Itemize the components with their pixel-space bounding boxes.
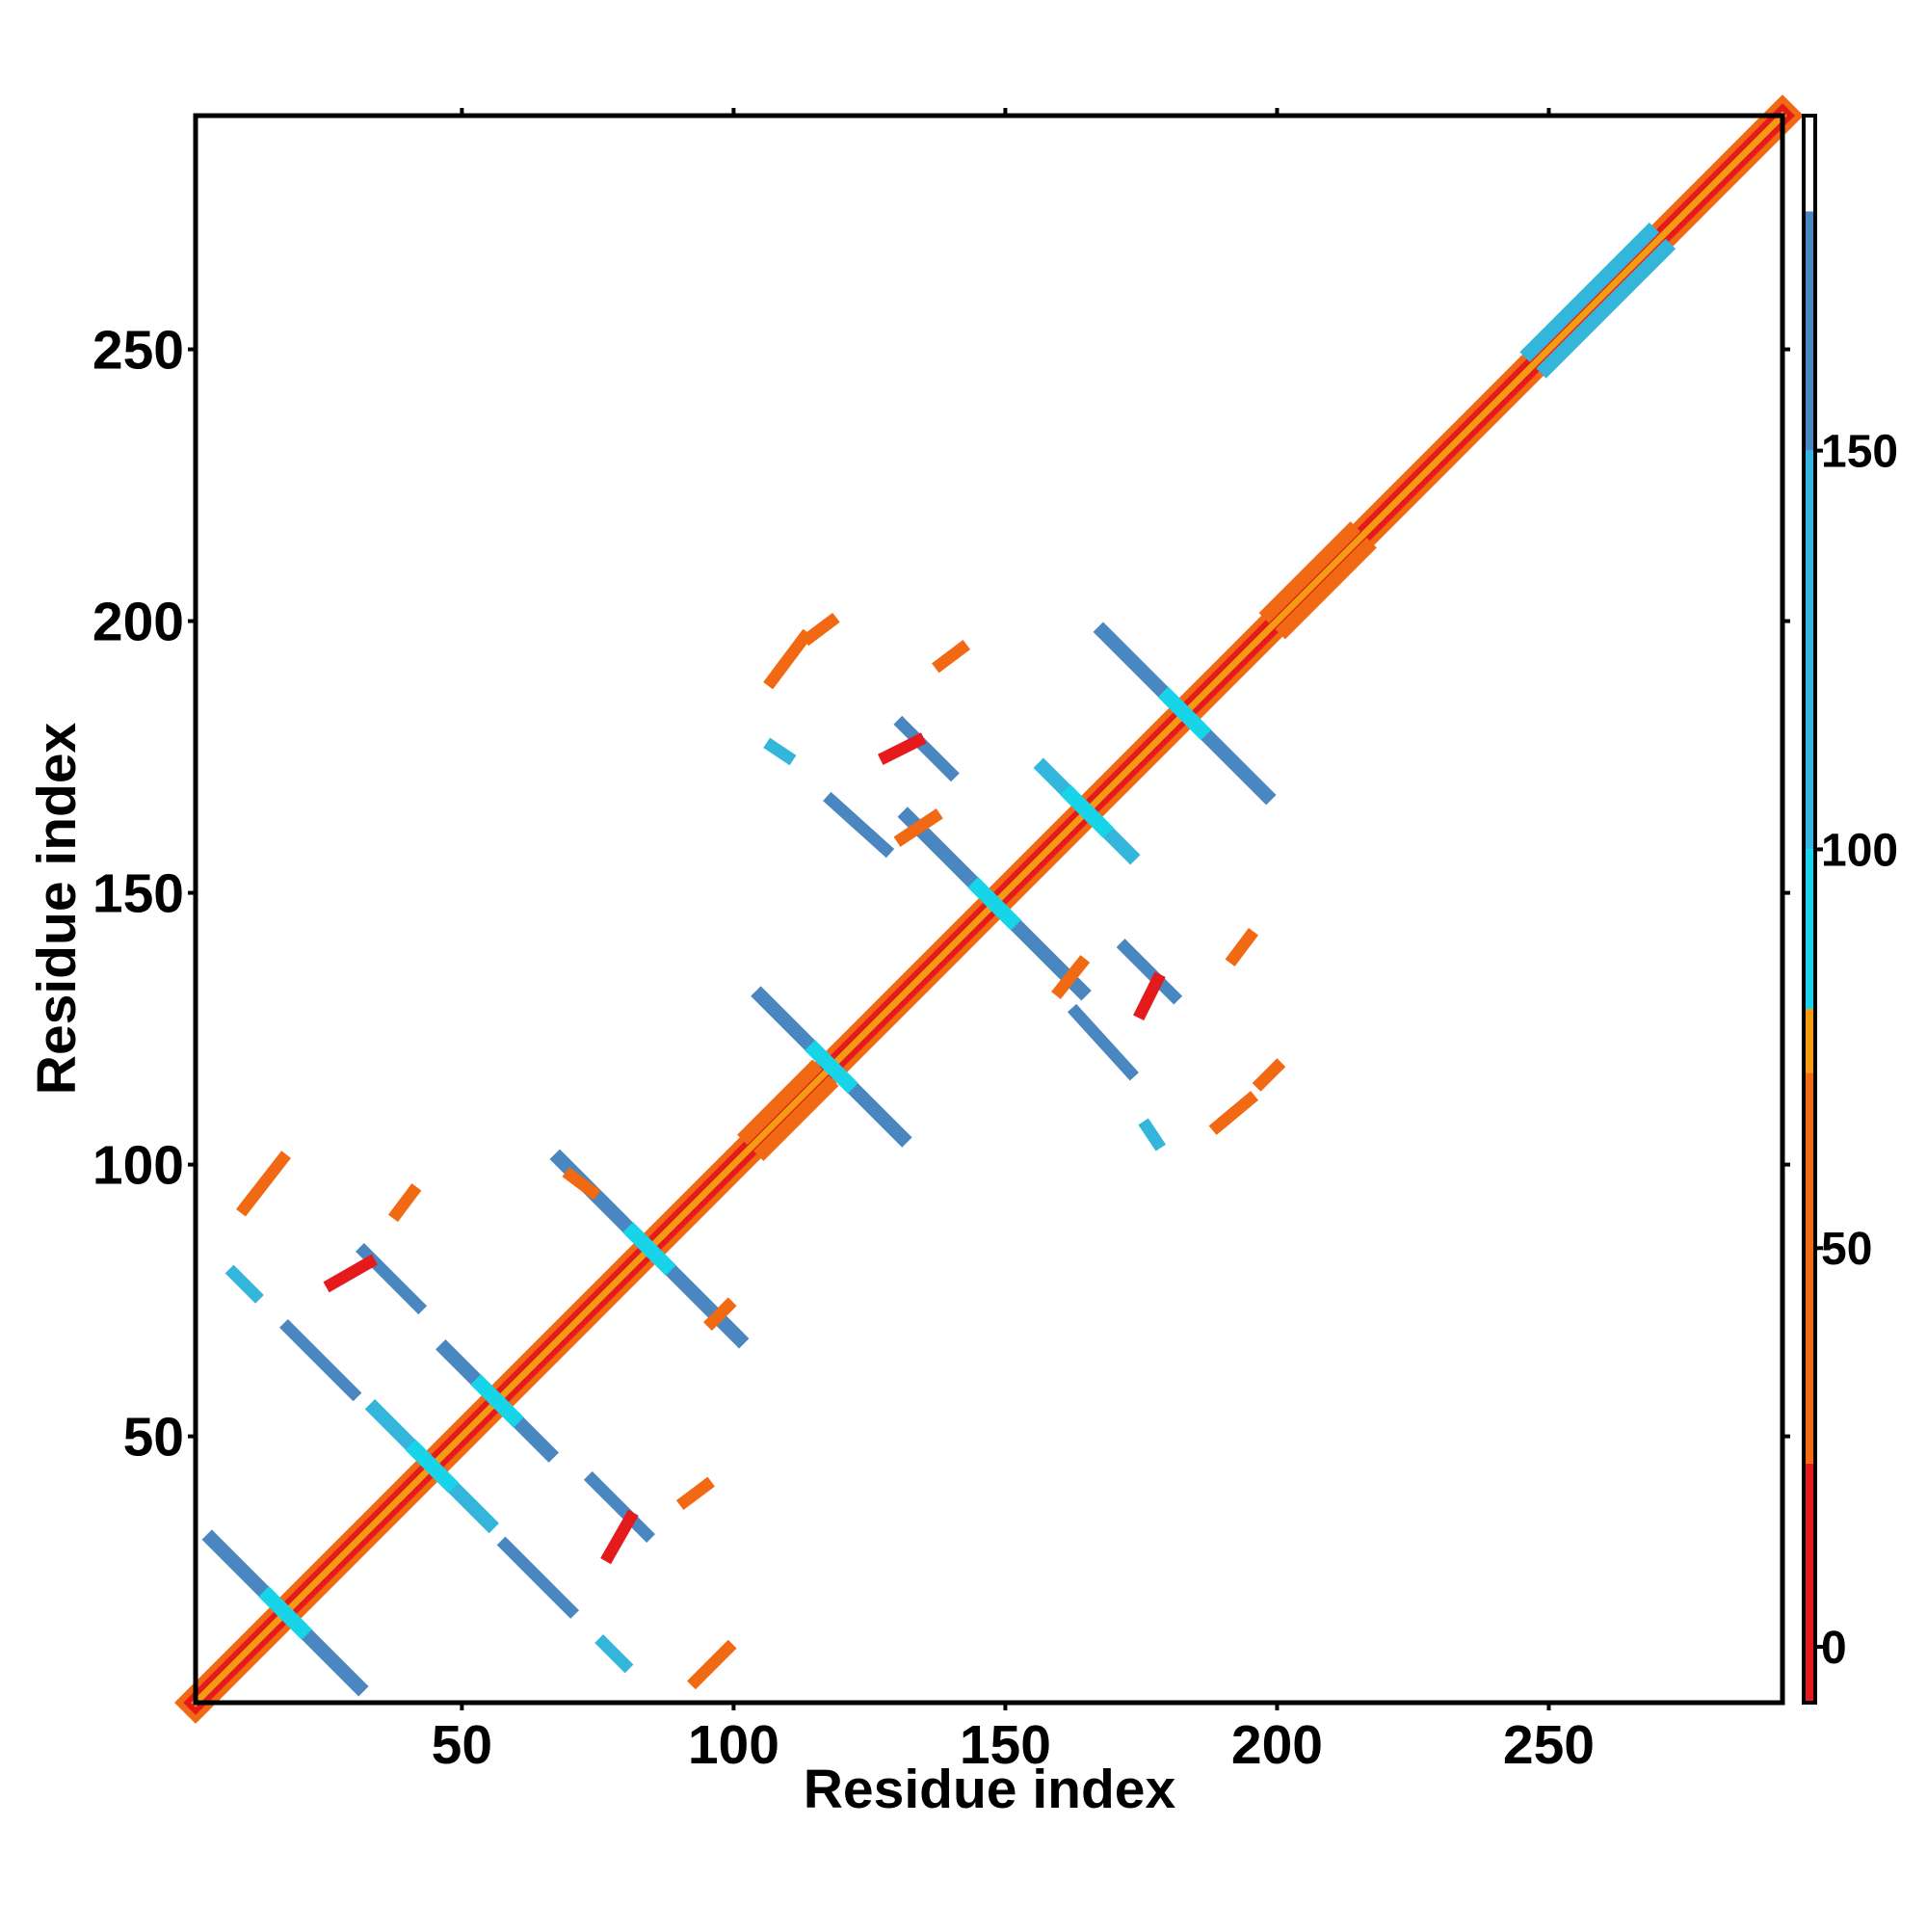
y-axis-ticks: 50 100 150 200 250 [92, 320, 1790, 1469]
contact-feature [703, 1297, 737, 1331]
colorbar-tick-label: 50 [1821, 1224, 1872, 1275]
contact-feature [1225, 927, 1258, 966]
contact-feature [1252, 1058, 1286, 1092]
plot-border [193, 113, 1785, 1706]
contact-feature [801, 612, 840, 647]
x-tick-label: 250 [1503, 1714, 1595, 1776]
contact-feature [877, 732, 927, 765]
contact-feature [932, 640, 971, 674]
contact-feature-core [405, 1439, 460, 1494]
contact-feature [687, 1639, 737, 1690]
contact-feature [893, 715, 960, 782]
y-tick-label: 150 [92, 863, 184, 925]
heatmap-cells [174, 94, 1804, 1724]
colorbar-tick-label: 0 [1821, 1623, 1847, 1674]
contact-feature [594, 1634, 634, 1674]
y-axis-label: Residue index [26, 722, 88, 1095]
y-tick-label: 50 [123, 1407, 184, 1469]
colorbar-border [1802, 114, 1817, 1705]
contact-feature-core [1060, 784, 1114, 838]
contact-feature [1258, 521, 1360, 623]
contact-feature [562, 1167, 601, 1201]
plot-frame [193, 113, 1785, 1706]
contact-feature [496, 1536, 580, 1619]
contact-feature [763, 628, 813, 690]
contact-feature [753, 1075, 839, 1161]
contact-feature [823, 791, 895, 859]
diagonal-core [191, 111, 1787, 1707]
contact-feature [224, 1264, 264, 1304]
colorbar-band [1804, 1008, 1815, 1073]
contact-feature-core [1157, 686, 1212, 741]
contact-feature [763, 737, 797, 766]
contact-feature-core [470, 1374, 524, 1428]
contact-feature [737, 1059, 823, 1145]
contact-feature-core [805, 1040, 858, 1094]
x-tick-label: 200 [1231, 1714, 1323, 1776]
colorbar-band [1804, 450, 1815, 850]
contact-feature [893, 807, 943, 847]
contact-feature [1067, 1003, 1139, 1081]
contact-feature-core [622, 1222, 676, 1276]
colorbar: 0 50 100 150 [1802, 114, 1898, 1705]
y-tick-label: 200 [92, 592, 184, 653]
contact-feature [1138, 1118, 1166, 1151]
contact-feature [323, 1254, 378, 1293]
contact-feature [1116, 939, 1183, 1005]
contact-feature [675, 1476, 715, 1511]
colorbar-tick-label: 100 [1821, 825, 1898, 876]
colorbar-band [1804, 849, 1815, 1009]
contact-feature [387, 1183, 422, 1223]
contact-feature [279, 1318, 362, 1402]
contact-feature-core [967, 877, 1021, 931]
x-axis-ticks: 50 100 150 200 250 [432, 108, 1595, 1776]
contact-feature [1208, 1091, 1259, 1135]
colorbar-band [1804, 211, 1815, 451]
contact-feature [600, 1509, 639, 1565]
x-tick-label: 50 [432, 1714, 492, 1776]
y-tick-label: 250 [92, 320, 184, 382]
x-axis-label: Residue index [804, 1759, 1176, 1820]
colorbar-band [1804, 1463, 1815, 1703]
x-tick-label: 150 [960, 1714, 1051, 1776]
contact-feature [1536, 238, 1676, 379]
y-tick-label: 100 [92, 1135, 184, 1197]
x-tick-label: 100 [688, 1714, 779, 1776]
contact-feature [236, 1151, 291, 1217]
contact-feature [583, 1470, 655, 1543]
contact-feature-core [258, 1586, 312, 1640]
contact-feature [1051, 955, 1091, 999]
contact-feature [1133, 971, 1166, 1021]
colorbar-band [1804, 1072, 1815, 1464]
colorbar-tick-label: 150 [1821, 427, 1898, 478]
contact-feature [1519, 222, 1660, 362]
contact-feature [1275, 538, 1377, 640]
colorbar-band [1804, 116, 1815, 212]
